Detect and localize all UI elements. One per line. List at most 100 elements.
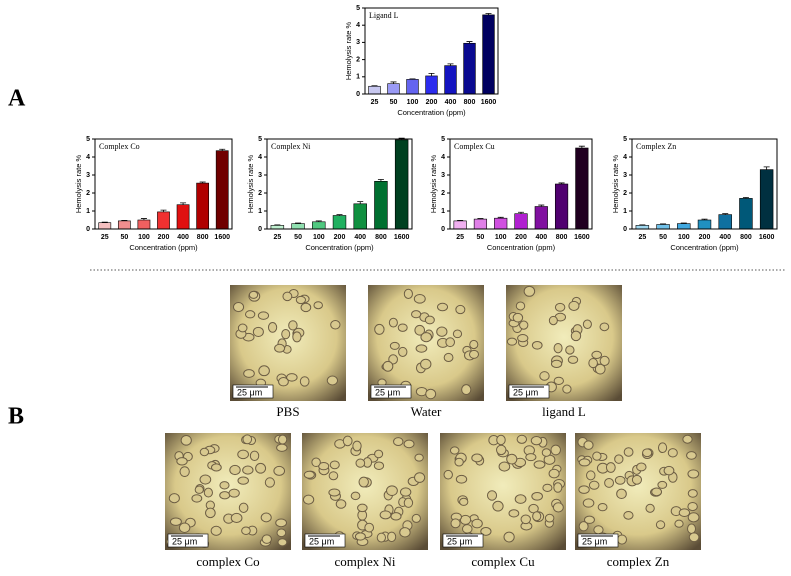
cell [286, 373, 298, 382]
cell [567, 355, 579, 364]
scale-label: 25 μm [309, 536, 334, 546]
chart-title: Complex Zn [636, 142, 676, 151]
cell [542, 483, 553, 492]
x-tick-label: 50 [659, 234, 667, 241]
x-tick-label: 25 [273, 234, 281, 241]
cell [403, 288, 413, 299]
cell [687, 512, 700, 523]
y-axis-label: Hemolysis rate % [344, 22, 353, 81]
cell [525, 453, 537, 462]
cell [238, 502, 249, 513]
chart-title: Ligand L [369, 11, 399, 20]
cell [414, 324, 426, 336]
x-tick-label: 1600 [394, 234, 410, 241]
x-axis-label: Concentration (ppm) [487, 243, 556, 252]
cell [562, 384, 572, 394]
cell [219, 481, 230, 490]
cell [388, 354, 398, 365]
cell [199, 447, 210, 457]
bar [98, 222, 112, 230]
scale-box [232, 384, 274, 399]
bar [353, 203, 367, 230]
cell [541, 448, 552, 457]
cell [533, 460, 546, 469]
cell [642, 448, 653, 458]
cell [599, 355, 610, 366]
cell [554, 302, 566, 312]
cell [592, 451, 602, 461]
cell [282, 291, 293, 302]
cell [663, 465, 675, 476]
cell [288, 320, 298, 331]
cell [168, 493, 180, 504]
y-tick-label: 0 [441, 226, 445, 233]
cell [583, 440, 594, 450]
cell [420, 332, 433, 343]
cell [295, 295, 307, 305]
cell [373, 461, 385, 470]
x-tick-label: 200 [699, 234, 711, 241]
cell [486, 490, 498, 501]
bar [368, 85, 381, 95]
cell [523, 285, 536, 297]
cell [550, 359, 563, 369]
micrograph-caption: PBS [276, 404, 299, 419]
cell [570, 330, 582, 342]
y-tick-label: 5 [441, 136, 445, 143]
bar [759, 169, 774, 230]
cell [687, 489, 698, 498]
cell [496, 434, 506, 446]
cell [414, 472, 426, 483]
cell [520, 514, 531, 525]
error-bar [377, 179, 384, 182]
cell [614, 454, 624, 464]
cell [364, 522, 375, 533]
cell [517, 334, 529, 343]
bar [473, 218, 488, 230]
cell [531, 491, 543, 501]
bar [425, 75, 438, 95]
cell [651, 487, 663, 497]
error-bar [558, 182, 565, 184]
cell [276, 443, 288, 452]
cell [267, 322, 278, 333]
axis [94, 138, 233, 230]
x-tick-label: 400 [445, 99, 457, 106]
y-tick-label: 3 [441, 172, 445, 179]
cell [597, 502, 608, 512]
cell [203, 487, 213, 498]
cell [299, 376, 310, 387]
cell [237, 476, 249, 485]
cell [260, 512, 272, 523]
error-bar [199, 181, 206, 184]
error-bar [101, 221, 108, 223]
error-bar [315, 220, 322, 222]
cell [276, 528, 287, 538]
bar [514, 213, 528, 230]
bar [463, 42, 476, 95]
error-bar [742, 197, 749, 199]
micrograph: 25 μm [440, 433, 566, 550]
x-tick-label: 400 [177, 234, 189, 241]
cell [403, 497, 414, 508]
cell [176, 457, 188, 466]
cell [550, 444, 561, 456]
x-axis-label: Concentration (ppm) [305, 243, 374, 252]
cell [586, 470, 596, 481]
cell [258, 365, 270, 377]
micrograph-caption: ligand L [542, 404, 586, 419]
cell [588, 480, 600, 490]
y-tick-label: 1 [623, 208, 627, 215]
error-bar [660, 223, 667, 225]
cell [178, 522, 191, 533]
y-tick-label: 5 [356, 5, 360, 12]
cell [496, 444, 507, 456]
cell [388, 317, 398, 328]
micrograph: 25 μm [575, 433, 701, 550]
cell [623, 447, 634, 457]
bar [677, 223, 691, 230]
cell [578, 458, 591, 467]
micrograph-background [368, 285, 484, 401]
cell [399, 487, 412, 497]
y-tick-label: 4 [623, 154, 627, 161]
